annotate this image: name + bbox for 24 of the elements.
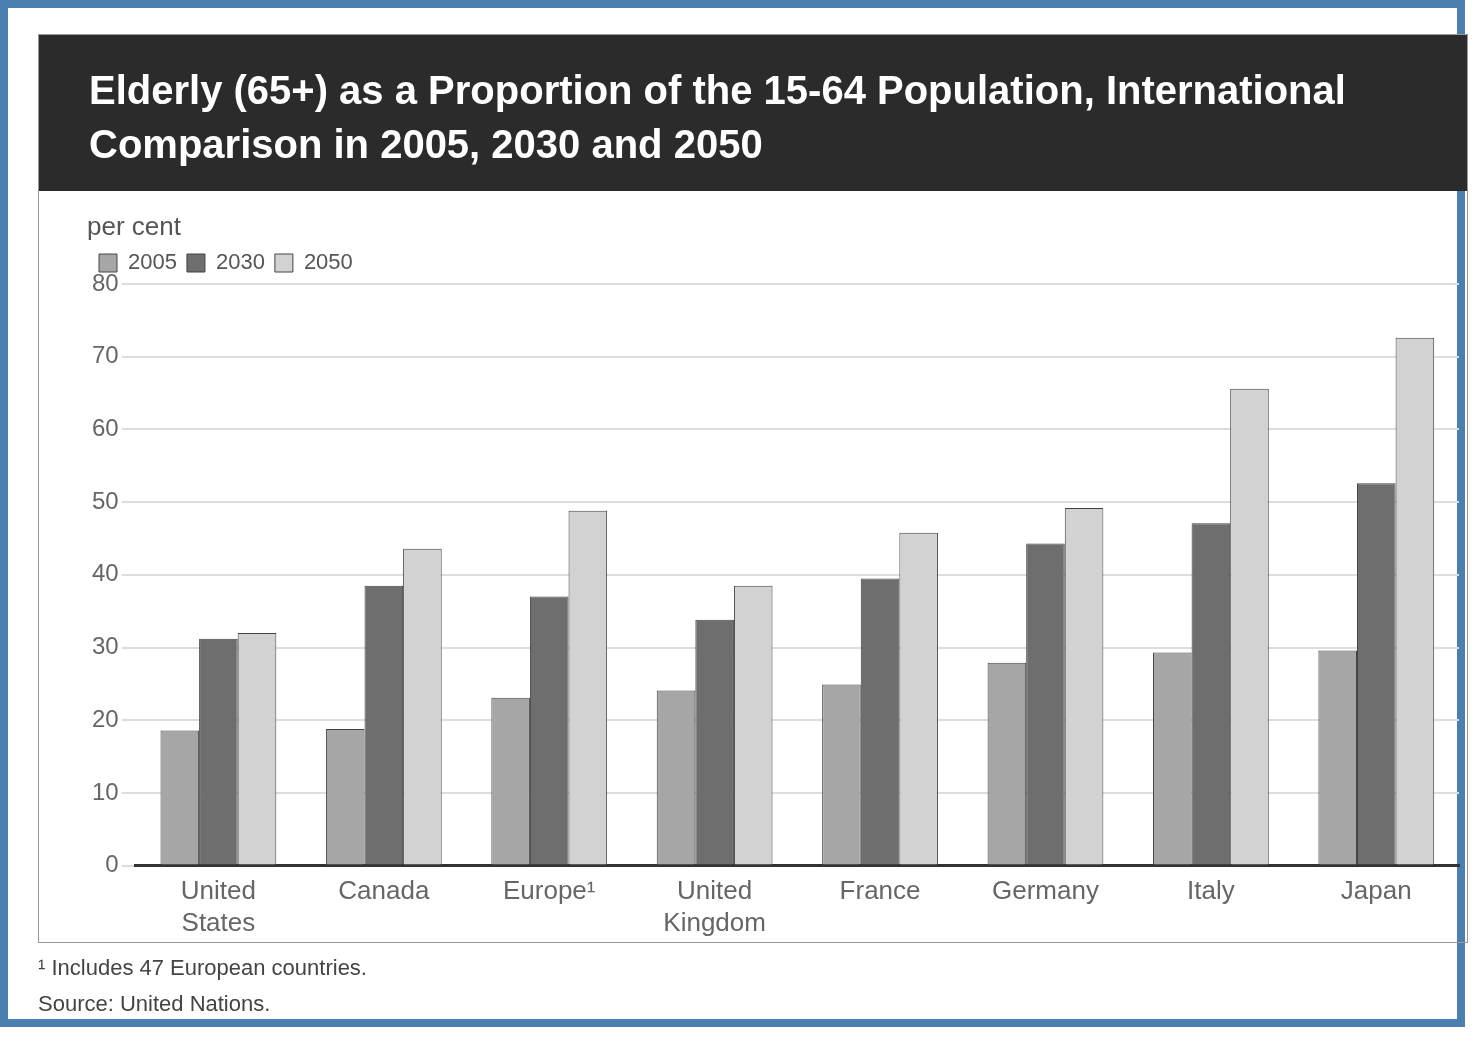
y-tick-label: 70	[91, 341, 119, 369]
y-tick-label: 0	[105, 850, 119, 878]
x-tick-label: United Kingdom	[663, 875, 766, 937]
legend-label: 2030	[215, 249, 265, 275]
y-tick-label: 30	[91, 632, 119, 660]
y-axis-title: per cent	[87, 211, 182, 242]
x-tick-label: Canada	[338, 875, 430, 906]
y-tick-label: 50	[91, 486, 119, 514]
x-tick-label: United States	[180, 875, 256, 937]
legend-label: 2050	[303, 249, 353, 275]
y-tick-label: 20	[91, 704, 119, 732]
x-tick-label: France	[839, 875, 921, 906]
y-tick-label: 60	[91, 414, 119, 442]
y-tick-label: 40	[91, 559, 119, 587]
chart-title: Elderly (65+) as a Proportion of the 15-64 Population, International Comparison in 2005, 2030 and 2050	[39, 35, 1467, 191]
x-tick-label: Europe¹	[502, 875, 596, 906]
text: ¹ Includes 47 European countries.	[38, 955, 368, 981]
legend-label: 2005	[128, 249, 177, 275]
x-tick-label: Italy	[1187, 875, 1235, 906]
x-tick-label: Germany	[992, 875, 1099, 906]
source-note: Source: United Nations.	[38, 991, 272, 1017]
y-tick-label: 10	[91, 777, 119, 805]
y-tick-label: 80	[91, 268, 119, 296]
x-tick-label: Japan	[1340, 875, 1412, 906]
